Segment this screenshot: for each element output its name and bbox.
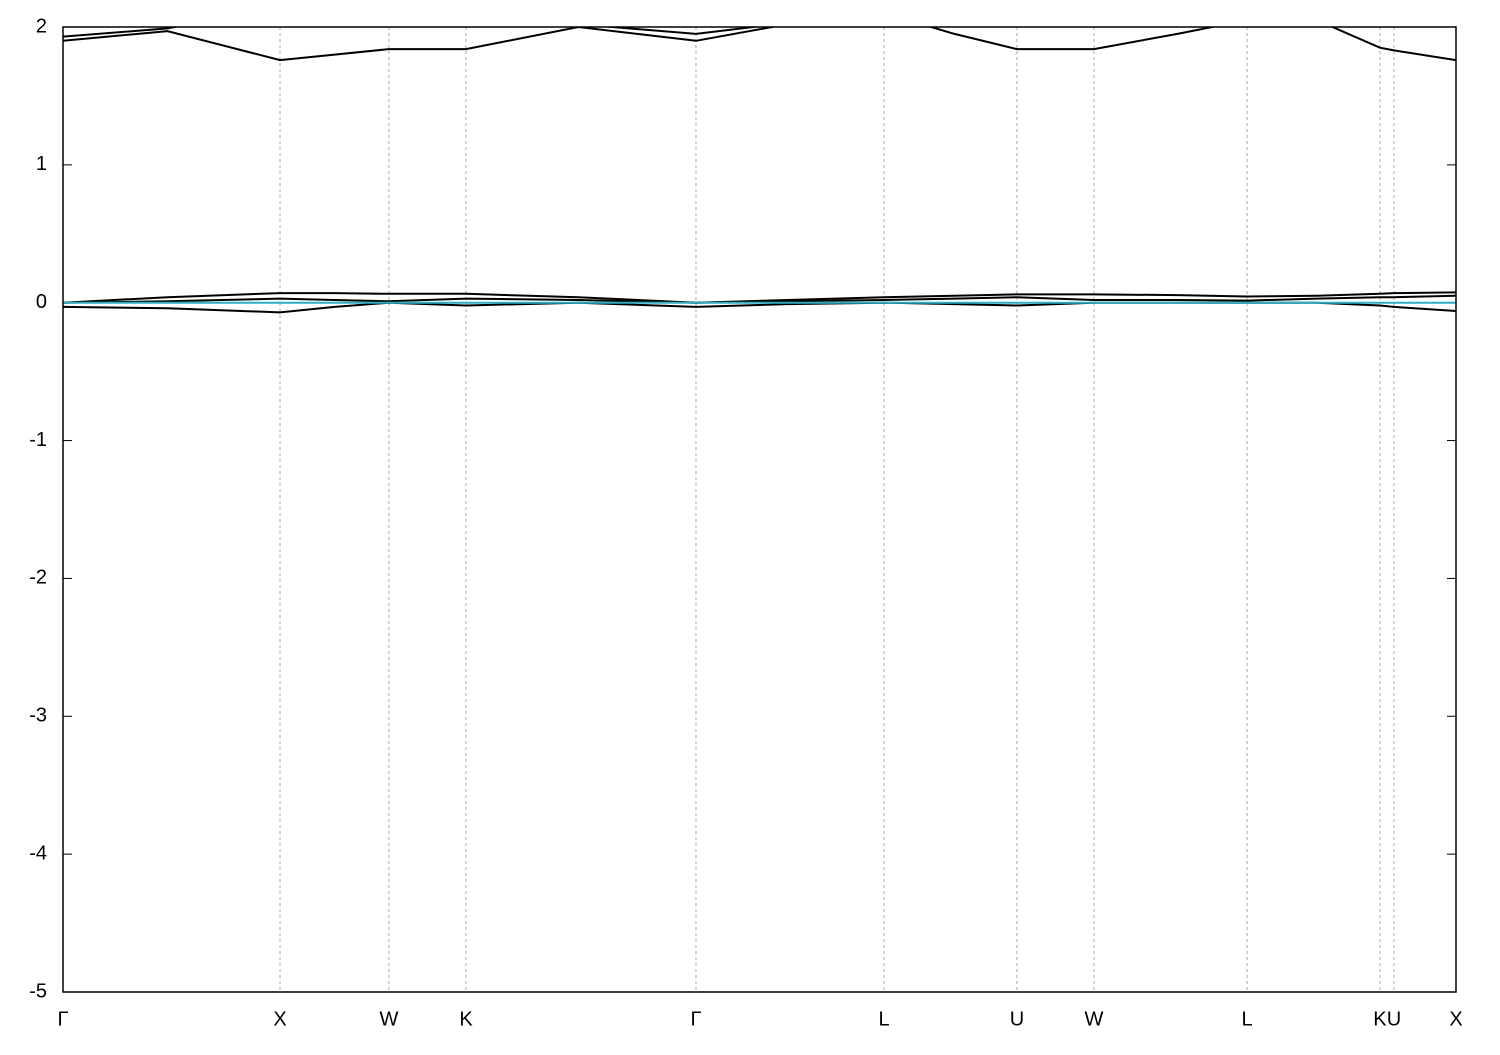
x-tick-label: U bbox=[1387, 1008, 1401, 1030]
x-tick-label: Γ bbox=[690, 1008, 701, 1030]
x-tick-label: W bbox=[380, 1008, 399, 1030]
band-line bbox=[63, 27, 1456, 62]
x-tick-label: L bbox=[1241, 1008, 1252, 1030]
y-tick-label: -2 bbox=[29, 567, 47, 589]
band-line bbox=[63, 291, 1456, 304]
y-tick-label: -4 bbox=[29, 842, 47, 864]
x-tick-label: X bbox=[1449, 1008, 1462, 1030]
band-line bbox=[63, 294, 1456, 304]
y-tick-label: 1 bbox=[36, 153, 47, 175]
y-tick-label: -1 bbox=[29, 429, 47, 451]
x-tick-label: W bbox=[1085, 1008, 1104, 1030]
x-tick-label: K bbox=[1373, 1008, 1387, 1030]
x-tick-label: Γ bbox=[57, 1008, 68, 1030]
y-tick-label: -5 bbox=[29, 980, 47, 1002]
plot-frame bbox=[62, 26, 1457, 993]
x-tick-label: L bbox=[878, 1008, 889, 1030]
band-line bbox=[63, 27, 762, 38]
x-tick-label: X bbox=[273, 1008, 286, 1030]
y-tick-label: -3 bbox=[29, 705, 47, 727]
plot-area bbox=[63, 27, 1456, 314]
x-tick-label: K bbox=[459, 1008, 473, 1030]
y-tick-label: 0 bbox=[36, 291, 47, 313]
y-tick-label: 2 bbox=[36, 15, 47, 37]
x-tick-label: U bbox=[1010, 1008, 1024, 1030]
